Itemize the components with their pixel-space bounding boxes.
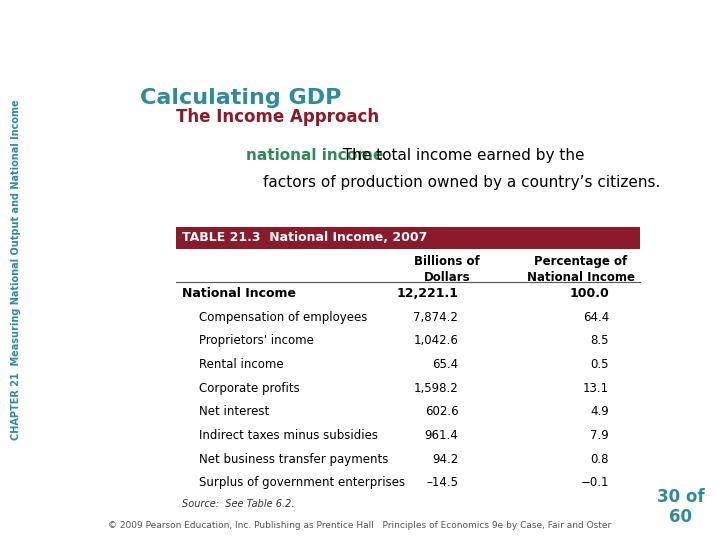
Text: The Income Approach: The Income Approach [176, 109, 379, 126]
Text: Net business transfer payments: Net business transfer payments [199, 453, 388, 465]
Text: –14.5: –14.5 [426, 476, 459, 489]
Text: Calculating GDP: Calculating GDP [140, 87, 341, 107]
Text: TABLE 21.3  National Income, 2007: TABLE 21.3 National Income, 2007 [182, 231, 428, 244]
Text: 30 of
60: 30 of 60 [657, 488, 704, 526]
Text: 64.4: 64.4 [582, 310, 609, 323]
Text: Corporate profits: Corporate profits [199, 382, 300, 395]
Text: 4.9: 4.9 [590, 406, 609, 419]
Text: © 2009 Pearson Education, Inc. Publishing as Prentice Hall   Principles of Econo: © 2009 Pearson Education, Inc. Publishin… [109, 521, 611, 530]
Text: −0.1: −0.1 [580, 476, 609, 489]
FancyBboxPatch shape [176, 227, 639, 248]
Text: 12,221.1: 12,221.1 [396, 287, 459, 300]
Text: 65.4: 65.4 [432, 358, 459, 371]
Text: CHAPTER 21  Measuring National Output and National Income: CHAPTER 21 Measuring National Output and… [11, 100, 21, 440]
Text: Rental income: Rental income [199, 358, 284, 371]
Text: national income: national income [246, 148, 384, 163]
Text: 1,042.6: 1,042.6 [413, 334, 459, 347]
Text: 100.0: 100.0 [570, 287, 609, 300]
Text: 1,598.2: 1,598.2 [413, 382, 459, 395]
Text: 94.2: 94.2 [432, 453, 459, 465]
Text: 8.5: 8.5 [590, 334, 609, 347]
Text: Proprietors' income: Proprietors' income [199, 334, 314, 347]
Text: 0.5: 0.5 [590, 358, 609, 371]
Text: 0.8: 0.8 [590, 453, 609, 465]
Text: 7.9: 7.9 [590, 429, 609, 442]
Text: Compensation of employees: Compensation of employees [199, 310, 367, 323]
Text: 961.4: 961.4 [425, 429, 459, 442]
Text: 13.1: 13.1 [582, 382, 609, 395]
Text: The total income earned by the: The total income earned by the [333, 148, 584, 163]
Text: National Income: National Income [182, 287, 296, 300]
Text: Percentage of
National Income: Percentage of National Income [527, 255, 635, 284]
Text: Net interest: Net interest [199, 406, 269, 419]
Text: Source:  See Table 6.2.: Source: See Table 6.2. [182, 500, 294, 509]
Text: Surplus of government enterprises: Surplus of government enterprises [199, 476, 405, 489]
Text: 7,874.2: 7,874.2 [413, 310, 459, 323]
Text: factors of production owned by a country’s citizens.: factors of production owned by a country… [263, 175, 660, 190]
Text: 602.6: 602.6 [425, 406, 459, 419]
Text: Indirect taxes minus subsidies: Indirect taxes minus subsidies [199, 429, 378, 442]
Text: Billions of
Dollars: Billions of Dollars [414, 255, 480, 284]
